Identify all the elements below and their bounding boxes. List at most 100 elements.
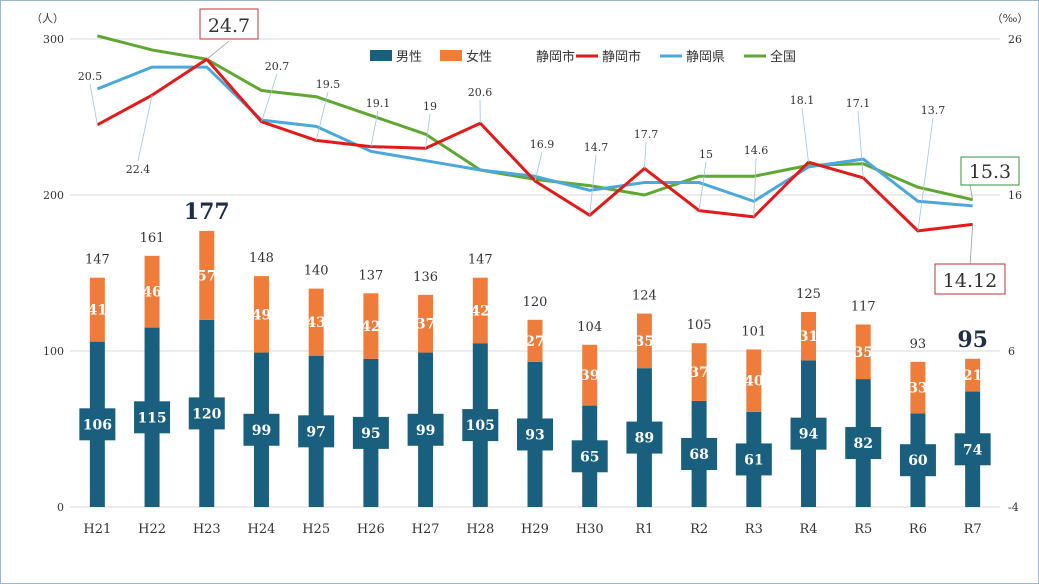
bar-female-value: 35 [853, 345, 872, 361]
bar-male-value: 65 [580, 449, 599, 465]
category-label: H21 [83, 522, 111, 537]
bar-male-value: 74 [963, 442, 983, 458]
bar-male-label-box [790, 417, 827, 450]
bar-female [746, 349, 762, 412]
bar-male-value: 89 [635, 431, 654, 447]
bar-female-value: 42 [471, 303, 490, 319]
bar-female [582, 344, 598, 406]
bar-female-value: 49 [252, 307, 271, 323]
bar-male-value: 97 [306, 424, 325, 440]
leader-line [534, 151, 543, 182]
left-axis-tick: 300 [43, 33, 64, 46]
right-axis-tick: 26 [1008, 33, 1022, 46]
leader-line [315, 91, 329, 141]
leader-line [137, 95, 153, 162]
rate-label-静岡市: 14.6 [744, 144, 769, 157]
leader-line [969, 224, 974, 267]
bar-female [527, 319, 543, 362]
leader-line [89, 83, 98, 125]
bar-total-label: 140 [304, 264, 329, 279]
line-静岡県 [96, 65, 973, 208]
bar-female-value: 41 [88, 303, 107, 319]
rate-label-静岡市: 14.7 [584, 141, 609, 154]
legend-swatch [440, 50, 462, 61]
bar-female [855, 324, 871, 380]
bar-female-value: 43 [306, 315, 325, 331]
leader-line [969, 184, 974, 200]
rate-label-静岡市: 22.4 [126, 163, 151, 176]
bar-male-value: 106 [83, 417, 112, 433]
bar-total-label: 125 [796, 287, 821, 302]
bar-male-label-box [134, 401, 171, 434]
bar-total-label: 137 [358, 268, 383, 283]
callout-label-静岡市: 24.7 [208, 15, 250, 37]
legend-label: 女性 [466, 49, 492, 65]
bar-male-value: 99 [416, 423, 435, 439]
bar-female-value: 27 [525, 334, 544, 350]
left-axis-tick: 0 [57, 501, 64, 514]
right-axis-unit: （‰） [992, 12, 1029, 25]
rate-label-静岡市: 15 [699, 148, 713, 161]
bar-female [308, 288, 324, 356]
bar-total-label: 147 [85, 253, 110, 268]
bar-male-label-box [462, 409, 499, 442]
leader-line [261, 73, 278, 122]
bar-male-label-box [188, 397, 225, 430]
legend-swatch [370, 50, 392, 61]
bar-female-value: 40 [744, 374, 764, 390]
bar-male-label-box [79, 408, 116, 441]
bar-total-label: 117 [851, 299, 876, 314]
category-label: H29 [521, 522, 549, 537]
legend-label: 静岡県 [686, 50, 725, 65]
rate-label-静岡市: 20.5 [78, 70, 103, 83]
callout-box [934, 263, 1006, 295]
legend-label: 男性 [396, 50, 422, 65]
bar-female [363, 293, 379, 359]
leader-line [425, 113, 431, 149]
bar-female [418, 294, 434, 353]
category-label: R7 [964, 522, 982, 537]
bar-female-value: 33 [908, 381, 927, 397]
callout-box [199, 8, 259, 40]
bar-male-value: 60 [908, 453, 928, 469]
right-axis-tick: -4 [1008, 501, 1019, 514]
bar-female [636, 313, 652, 369]
category-label: R3 [745, 522, 763, 537]
bar-female [965, 358, 981, 392]
bar-female [472, 277, 488, 344]
bar-female-value: 57 [197, 268, 216, 284]
bar-male-label-box [845, 427, 882, 460]
category-label: H28 [466, 522, 494, 537]
rate-label-静岡市: 19.5 [316, 78, 341, 91]
category-label: H27 [412, 522, 440, 537]
leader-line [644, 141, 647, 169]
rate-label-静岡市: 19.1 [366, 97, 391, 110]
bar-total-label: 104 [577, 320, 602, 335]
category-label: R5 [854, 522, 872, 537]
leader-line [206, 40, 230, 60]
bar-female-value: 42 [361, 319, 380, 335]
callout-label-静岡市: 14.12 [943, 270, 997, 292]
category-label: R1 [635, 522, 653, 537]
bar-female [801, 312, 817, 361]
bar-male-value: 95 [361, 426, 380, 442]
leader-line [753, 157, 757, 217]
rate-label-静岡市: 20.7 [265, 60, 290, 73]
bar-male-label-box [407, 413, 444, 446]
left-axis-tick: 100 [43, 345, 64, 358]
category-label: H24 [248, 522, 276, 537]
rate-label-静岡市: 13.7 [921, 104, 946, 117]
leader-line [857, 110, 864, 178]
rate-label-静岡市: 19 [423, 100, 437, 113]
bar-male-label-box [571, 440, 608, 473]
category-label: R6 [909, 522, 927, 537]
bar-female-value: 35 [635, 334, 654, 350]
left-axis-tick: 200 [43, 189, 64, 202]
bar-male-value: 93 [525, 427, 544, 443]
category-label: H23 [193, 522, 221, 537]
bar-female-value: 39 [580, 368, 599, 384]
bar-total-label: 93 [910, 337, 927, 352]
legend-label: 静岡市 [602, 49, 641, 65]
category-label: R4 [799, 522, 817, 537]
bar-male-label-box [954, 433, 991, 466]
